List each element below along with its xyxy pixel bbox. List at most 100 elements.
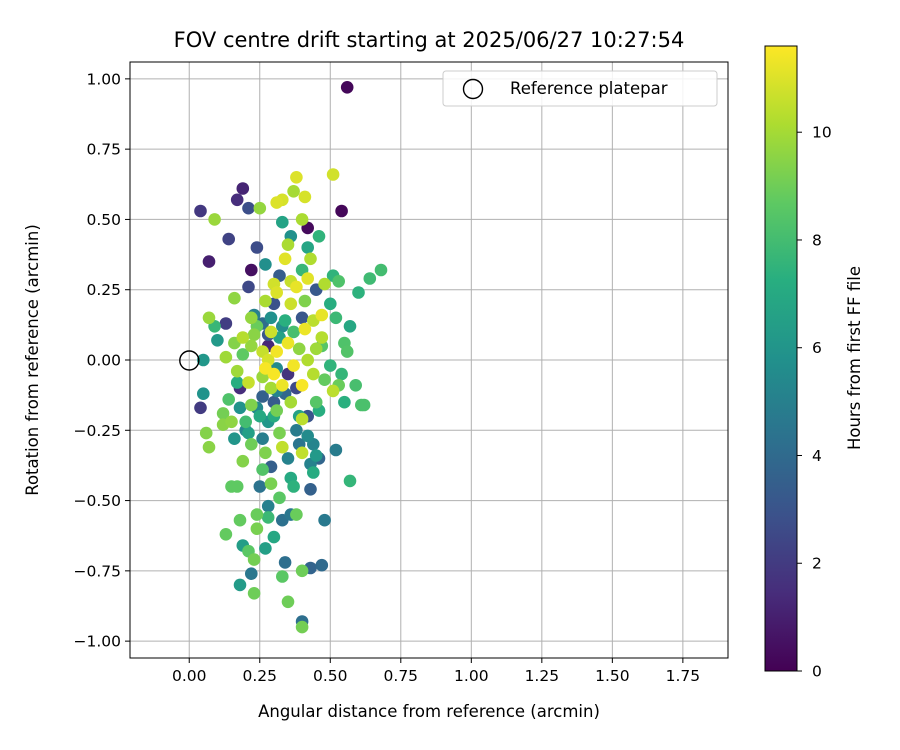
y-tick-label-1: −0.75: [74, 562, 122, 580]
scatter-points: [194, 81, 388, 634]
scatter-point-89: [343, 474, 357, 488]
scatter-point-165: [236, 331, 250, 344]
scatter-point-130: [264, 477, 278, 491]
scatter-point-82: [338, 395, 351, 409]
scatter-point-61: [197, 353, 210, 367]
scatter-point-5: [236, 182, 250, 195]
scatter-point-104: [222, 393, 235, 406]
scatter-point-170: [276, 440, 289, 454]
scatter-point-189: [281, 336, 295, 350]
scatter-point-124: [247, 587, 261, 600]
scatter-point-72: [301, 241, 315, 254]
scatter-point-106: [256, 463, 269, 476]
x-tick-label-1: 0.25: [242, 667, 277, 685]
scatter-point-14: [242, 280, 255, 294]
chart-title: FOV centre drift starting at 2025/06/27 …: [174, 28, 685, 52]
scatter-point-93: [329, 311, 343, 325]
scatter-point-158: [281, 238, 295, 251]
legend-reference-marker: [462, 78, 484, 100]
x-tick-label-0: 0.00: [172, 667, 207, 685]
scatter-point-164: [307, 367, 320, 381]
scatter-point-129: [270, 404, 284, 417]
scatter-point-114: [236, 348, 250, 361]
scatter-point-128: [216, 407, 230, 420]
scatter-point-122: [295, 564, 309, 578]
scatter-point-135: [298, 294, 312, 308]
scatter-point-188: [298, 322, 312, 336]
scatter-point-147: [245, 339, 258, 353]
scatter-point-163: [315, 331, 329, 344]
y-tick-label-7: 0.75: [86, 141, 121, 159]
scatter-point-141: [247, 328, 261, 342]
scatter-point-90: [335, 367, 348, 381]
y-tick-label-2: −0.50: [74, 492, 122, 510]
colorbar-tick-label-1: 2: [812, 555, 822, 573]
y-tick-label-8: 1.00: [86, 70, 121, 88]
scatter-point-116: [233, 513, 247, 527]
scatter-point-157: [295, 213, 309, 226]
scatter-point-115: [219, 528, 233, 541]
scatter-point-99: [287, 325, 300, 339]
scatter-point-11: [194, 401, 207, 415]
scatter-point-191: [270, 345, 284, 358]
scatter-point-181: [290, 171, 303, 184]
scatter-point-17: [242, 201, 255, 215]
scatter-point-40: [318, 513, 331, 527]
scatter-point-148: [208, 213, 221, 226]
x-tick-label-3: 0.75: [384, 667, 419, 685]
y-tick-label-4: 0.00: [86, 352, 121, 370]
scatter-point-146: [253, 201, 267, 215]
scatter-point-105: [340, 345, 354, 358]
scatter-point-118: [250, 508, 264, 521]
scatter-point-143: [228, 291, 241, 305]
scatter-point-41: [329, 443, 343, 457]
scatter-point-111: [273, 491, 286, 505]
scatter-point-145: [245, 311, 258, 325]
y-tick-label-6: 0.50: [86, 211, 121, 229]
legend-entry-reference: Reference platepar: [510, 79, 668, 98]
scatter-point-0: [340, 81, 354, 94]
scatter-point-177: [326, 168, 340, 181]
colorbar-tick-label-3: 6: [812, 339, 822, 357]
scatter-point-152: [230, 364, 244, 378]
scatter-point-186: [290, 280, 303, 294]
colorbar-tick-label-4: 8: [812, 231, 822, 249]
scatter-point-63: [211, 334, 224, 347]
scatter-point-137: [199, 426, 213, 440]
scatter-point-175: [284, 297, 298, 311]
scatter-point-97: [239, 415, 252, 429]
scatter-point-103: [332, 275, 346, 288]
scatter-point-117: [318, 373, 331, 387]
scatter-point-134: [245, 398, 258, 412]
scatter-point-7: [230, 193, 244, 207]
colorbar-gradient: [764, 45, 798, 672]
scatter-point-142: [225, 415, 238, 429]
scatter-point-174: [264, 325, 278, 339]
scatter-point-43: [256, 432, 269, 446]
scatter-point-132: [250, 522, 264, 535]
scatter-point-85: [287, 480, 300, 493]
scatter-point-95: [363, 272, 377, 285]
colorbar-tick-label-2: 4: [812, 447, 822, 465]
scatter-point-65: [233, 578, 247, 592]
scatter-point-125: [245, 438, 258, 451]
scatter-point-161: [318, 277, 331, 291]
x-tick-label-7: 1.75: [666, 667, 701, 685]
scatter-point-192: [287, 359, 300, 372]
scatter-point-81: [230, 376, 244, 389]
scatter-point-44: [261, 499, 275, 513]
scatter-point-27: [304, 483, 317, 496]
scatter-point-39: [245, 567, 258, 580]
scatter-point-98: [349, 379, 363, 392]
scatter-point-20: [295, 311, 309, 325]
scatter-point-33: [278, 556, 292, 569]
scatter-point-133: [259, 446, 272, 460]
scatter-point-194: [259, 362, 272, 375]
colorbar-label: Hours from first FF file: [845, 266, 864, 450]
scatter-point-74: [267, 530, 281, 544]
scatter-point-178: [298, 190, 312, 204]
scatter-point-136: [236, 454, 250, 468]
y-tick-label-3: −0.25: [74, 422, 122, 440]
scatter-point-190: [276, 379, 289, 392]
